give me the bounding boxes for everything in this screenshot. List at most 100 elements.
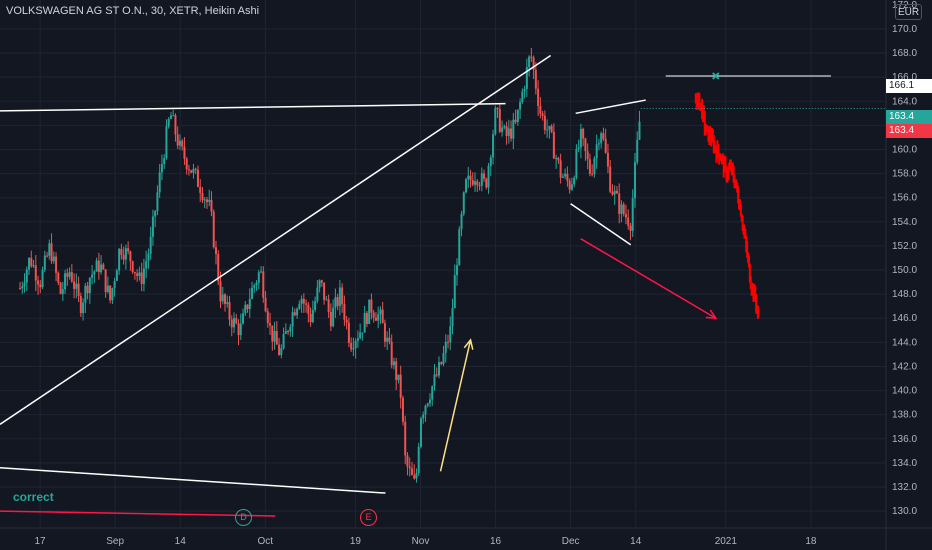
price-tick-label: 150.0 — [892, 265, 917, 276]
candle-body — [251, 287, 254, 299]
candle-body — [100, 264, 103, 273]
candle-body — [64, 273, 67, 290]
projection-series — [694, 92, 759, 319]
candle-body — [453, 275, 456, 309]
candle-body — [127, 248, 130, 252]
candle-body — [363, 312, 366, 333]
time-tick-label: Sep — [106, 536, 124, 547]
price-tick-label: 140.0 — [892, 386, 917, 397]
candle-body — [194, 168, 197, 170]
candle-body — [307, 304, 310, 315]
candle-body — [156, 192, 159, 211]
candle-body — [525, 67, 528, 89]
candle-body — [30, 257, 33, 267]
candle-body — [327, 299, 330, 312]
earnings-event-marker[interactable]: E — [360, 509, 377, 526]
candle-body — [602, 133, 605, 139]
candle-body — [280, 348, 283, 356]
candle-body — [426, 403, 429, 406]
candle-body — [584, 138, 587, 152]
candle-body — [485, 178, 488, 188]
dividend-event-marker[interactable]: D — [235, 509, 252, 526]
candle-body — [61, 289, 64, 294]
price-tick-label: 164.0 — [892, 96, 917, 107]
candle-body — [334, 297, 337, 308]
candle-body — [557, 157, 560, 161]
candle-body — [309, 314, 312, 323]
candle-body — [476, 181, 479, 186]
price-tick-label: 138.0 — [892, 410, 917, 421]
candle-body — [503, 126, 506, 128]
candle-body — [320, 280, 323, 283]
candle-body — [25, 269, 28, 283]
candle-body — [368, 299, 371, 324]
candle-body — [611, 191, 614, 195]
candle-body — [46, 255, 49, 257]
candle-body — [124, 248, 127, 260]
candle-body — [41, 269, 44, 288]
candle-body — [190, 170, 193, 173]
candle-body — [282, 334, 285, 349]
candle-body — [586, 151, 589, 160]
candle-body — [239, 323, 242, 336]
currency-badge[interactable]: EUR — [895, 4, 922, 20]
candle-body — [185, 158, 188, 170]
candle-body — [469, 175, 472, 181]
candle-body — [404, 421, 407, 456]
candle-body — [167, 118, 170, 127]
candle-body — [530, 56, 533, 58]
candle-body — [395, 361, 398, 381]
candle-body — [93, 271, 96, 275]
candle-body — [19, 288, 22, 290]
bottom-support-line — [0, 466, 386, 494]
candle-body — [39, 284, 42, 288]
candle-body — [300, 298, 303, 305]
candle-body — [444, 341, 447, 353]
candle-body — [606, 152, 609, 167]
candle-body — [34, 265, 37, 281]
projection-price-tag: 163.4 — [886, 124, 932, 138]
candle-body — [224, 294, 227, 304]
candle-body — [471, 180, 474, 185]
candle-body — [496, 107, 499, 110]
drawing-tools — [0, 54, 886, 517]
candle-body — [242, 313, 245, 324]
candle-body — [95, 260, 98, 272]
candle-body — [136, 273, 139, 277]
candle-body — [163, 158, 166, 165]
candle-body — [588, 159, 591, 174]
candle-body — [230, 319, 233, 328]
candle-body — [345, 319, 348, 323]
candle-body — [437, 362, 440, 376]
candle-body — [514, 119, 517, 122]
price-tick-label: 134.0 — [892, 458, 917, 469]
candle-body — [255, 282, 258, 286]
candle-body — [203, 199, 206, 201]
price-tick-label: 142.0 — [892, 361, 917, 372]
candle-body — [507, 128, 510, 137]
up-arrow — [439, 339, 472, 472]
price-tick-label: 172.0 — [892, 0, 917, 11]
candle-body — [354, 340, 357, 349]
candle-body — [77, 283, 80, 296]
candle-body — [73, 281, 76, 289]
candle-body — [365, 312, 368, 324]
candle-body — [214, 247, 217, 254]
candle-body — [271, 325, 274, 342]
price-tick-label: 130.0 — [892, 506, 917, 517]
candle-body — [462, 192, 465, 214]
candle-body — [32, 265, 35, 267]
candle-body — [591, 173, 594, 175]
candle-body — [451, 308, 454, 327]
candle-body — [115, 270, 118, 281]
candle-body — [217, 253, 220, 282]
price-axis[interactable]: 130.0 132.0 134.0 136.0 138.0 140.0 142.0 144.0… — [885, 0, 917, 550]
candle-body — [399, 374, 402, 398]
candle-body — [566, 173, 569, 181]
time-axis[interactable]: 17 Sep 14 Oct 19 Nov 16 Dec 14 2021 18 — [0, 527, 932, 547]
candle-body — [104, 269, 107, 292]
candle-body — [273, 331, 276, 342]
candle-body — [97, 260, 100, 273]
time-tick-label: 19 — [350, 536, 362, 547]
